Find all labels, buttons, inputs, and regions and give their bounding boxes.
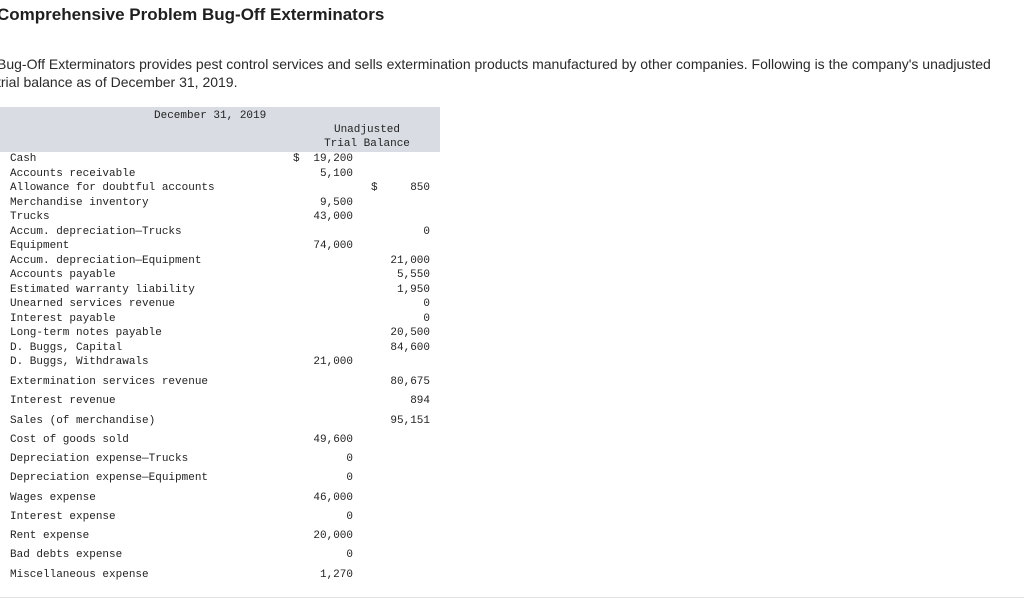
table-header-band xyxy=(0,107,440,152)
credit-amount: 1,950 xyxy=(396,283,430,296)
trial-balance-row: Long-term notes payable 20,500 xyxy=(0,326,440,341)
trial-balance-row: Sales (of merchandise) 95,151 xyxy=(0,414,440,429)
account-name: Interest payable xyxy=(10,312,116,325)
account-name: Bad debts expense xyxy=(10,549,123,562)
trial-balance-row: Allowance for doubtful accounts $850 xyxy=(0,181,440,196)
problem-intro: Bug-Off Exterminators provides pest cont… xyxy=(0,56,991,90)
account-name: Equipment xyxy=(10,240,70,252)
trial-balance-row: Accounts receivable 5,100 xyxy=(0,167,440,182)
account-name: Accounts receivable xyxy=(10,167,136,180)
trial-balance-row: Depreciation expense—Equipment 0 xyxy=(0,471,440,486)
account-name: D. Buggs, Capital xyxy=(10,341,123,354)
account-name: Depreciation expense—Equipment xyxy=(10,472,209,485)
credit-amount: 0 xyxy=(423,298,430,310)
trial-balance-row: Interest expense 0 xyxy=(0,510,440,525)
trial-balance-row: Bad debts expense 0 xyxy=(0,548,440,563)
debit-amount: 0 xyxy=(346,472,353,485)
account-name: Wages expense xyxy=(10,491,96,504)
account-name: Accum. depreciation—Trucks xyxy=(10,225,182,238)
account-name: Long-term notes payable xyxy=(10,327,162,339)
trial-balance-row: Cost of goods sold 49,600 xyxy=(0,433,440,448)
trial-balance-row: Depreciation expense—Trucks 0 xyxy=(0,452,440,467)
debit-amount: 0 xyxy=(346,549,353,562)
account-name: Unearned services revenue xyxy=(10,298,176,310)
account-name: Trucks xyxy=(10,211,50,223)
account-name: Extermination services revenue xyxy=(10,376,209,388)
credit-currency-sign: $ xyxy=(371,182,378,194)
debit-amount: 74,000 xyxy=(313,240,353,252)
bottom-divider xyxy=(0,597,1024,598)
account-name: Cost of goods sold xyxy=(10,433,129,446)
trial-balance-row: Accum. depreciation—Equipment 21,000 xyxy=(0,254,440,269)
account-name: Interest expense xyxy=(10,510,116,523)
account-name: Allowance for doubtful accounts xyxy=(10,182,215,194)
account-name: Cash xyxy=(10,153,37,165)
trial-balance-row: Wages expense 46,000 xyxy=(0,491,440,506)
account-name: D. Buggs, Withdrawals xyxy=(10,356,149,368)
trial-balance-row: Accum. depreciation—Trucks 0 xyxy=(0,225,440,240)
account-name: Miscellaneous expense xyxy=(10,568,149,581)
debit-amount: 20,000 xyxy=(313,530,353,542)
debit-amount: 43,000 xyxy=(313,211,353,223)
debit-amount: 19,200 xyxy=(313,153,353,165)
debit-amount: 49,600 xyxy=(313,433,353,446)
trial-balance-row: Cash $19,200 xyxy=(0,152,440,167)
credit-amount: 20,500 xyxy=(390,327,430,339)
account-name: Rent expense xyxy=(10,530,90,542)
debit-amount: 1,270 xyxy=(319,568,353,581)
credit-amount: 84,600 xyxy=(390,341,430,354)
credit-amount: 80,675 xyxy=(390,376,430,388)
trial-balance-column-header: Unadjusted Trial Balance xyxy=(312,123,422,151)
credit-amount: 894 xyxy=(410,395,430,408)
account-name: Estimated warranty liability xyxy=(10,283,195,296)
trial-balance-row: D. Buggs, Withdrawals 21,000 xyxy=(0,355,440,370)
trial-balance-row: Equipment 74,000 xyxy=(0,239,440,254)
account-name: Accounts payable xyxy=(10,269,116,281)
trial-balance-row: Merchandise inventory 9,500 xyxy=(0,196,440,211)
trial-balance-row: Miscellaneous expense 1,270 xyxy=(0,568,440,583)
debit-amount: 21,000 xyxy=(313,356,353,368)
debit-currency-sign: $ xyxy=(293,153,300,165)
account-name: Merchandise inventory xyxy=(10,196,149,209)
trial-balance-row: Trucks 43,000 xyxy=(0,210,440,225)
trial-balance-row: Rent expense 20,000 xyxy=(0,529,440,544)
trial-balance-row: Interest revenue 894 xyxy=(0,394,440,409)
trial-balance-row: Interest payable 0 xyxy=(0,312,440,327)
account-name: Sales (of merchandise) xyxy=(10,414,156,427)
credit-amount: 95,151 xyxy=(390,414,430,427)
debit-amount: 46,000 xyxy=(313,491,353,504)
credit-amount: 0 xyxy=(423,225,430,238)
column-header-line2: Trial Balance xyxy=(324,138,410,150)
trial-balance-row: Estimated warranty liability 1,950 xyxy=(0,283,440,298)
credit-amount: 0 xyxy=(423,312,430,325)
trial-balance-row: Accounts payable 5,550 xyxy=(0,268,440,283)
credit-amount: 21,000 xyxy=(390,254,430,267)
debit-amount: 0 xyxy=(346,453,353,465)
account-name: Interest revenue xyxy=(10,395,116,408)
credit-amount: 850 xyxy=(410,182,430,194)
trial-balance-row: D. Buggs, Capital 84,600 xyxy=(0,341,440,356)
debit-amount: 5,100 xyxy=(319,167,353,180)
trial-balance-row: Extermination services revenue 80,675 xyxy=(0,375,440,390)
trial-balance-row: Unearned services revenue 0 xyxy=(0,297,440,312)
page-title: Comprehensive Problem Bug-Off Exterminat… xyxy=(0,5,385,24)
account-name: Accum. depreciation—Equipment xyxy=(10,254,202,267)
debit-amount: 0 xyxy=(346,510,353,523)
debit-amount: 9,500 xyxy=(319,196,353,209)
column-header-line1: Unadjusted xyxy=(333,124,400,136)
credit-amount: 5,550 xyxy=(396,269,430,281)
account-name: Depreciation expense—Trucks xyxy=(10,453,189,465)
table-date-header: December 31, 2019 xyxy=(154,110,267,122)
